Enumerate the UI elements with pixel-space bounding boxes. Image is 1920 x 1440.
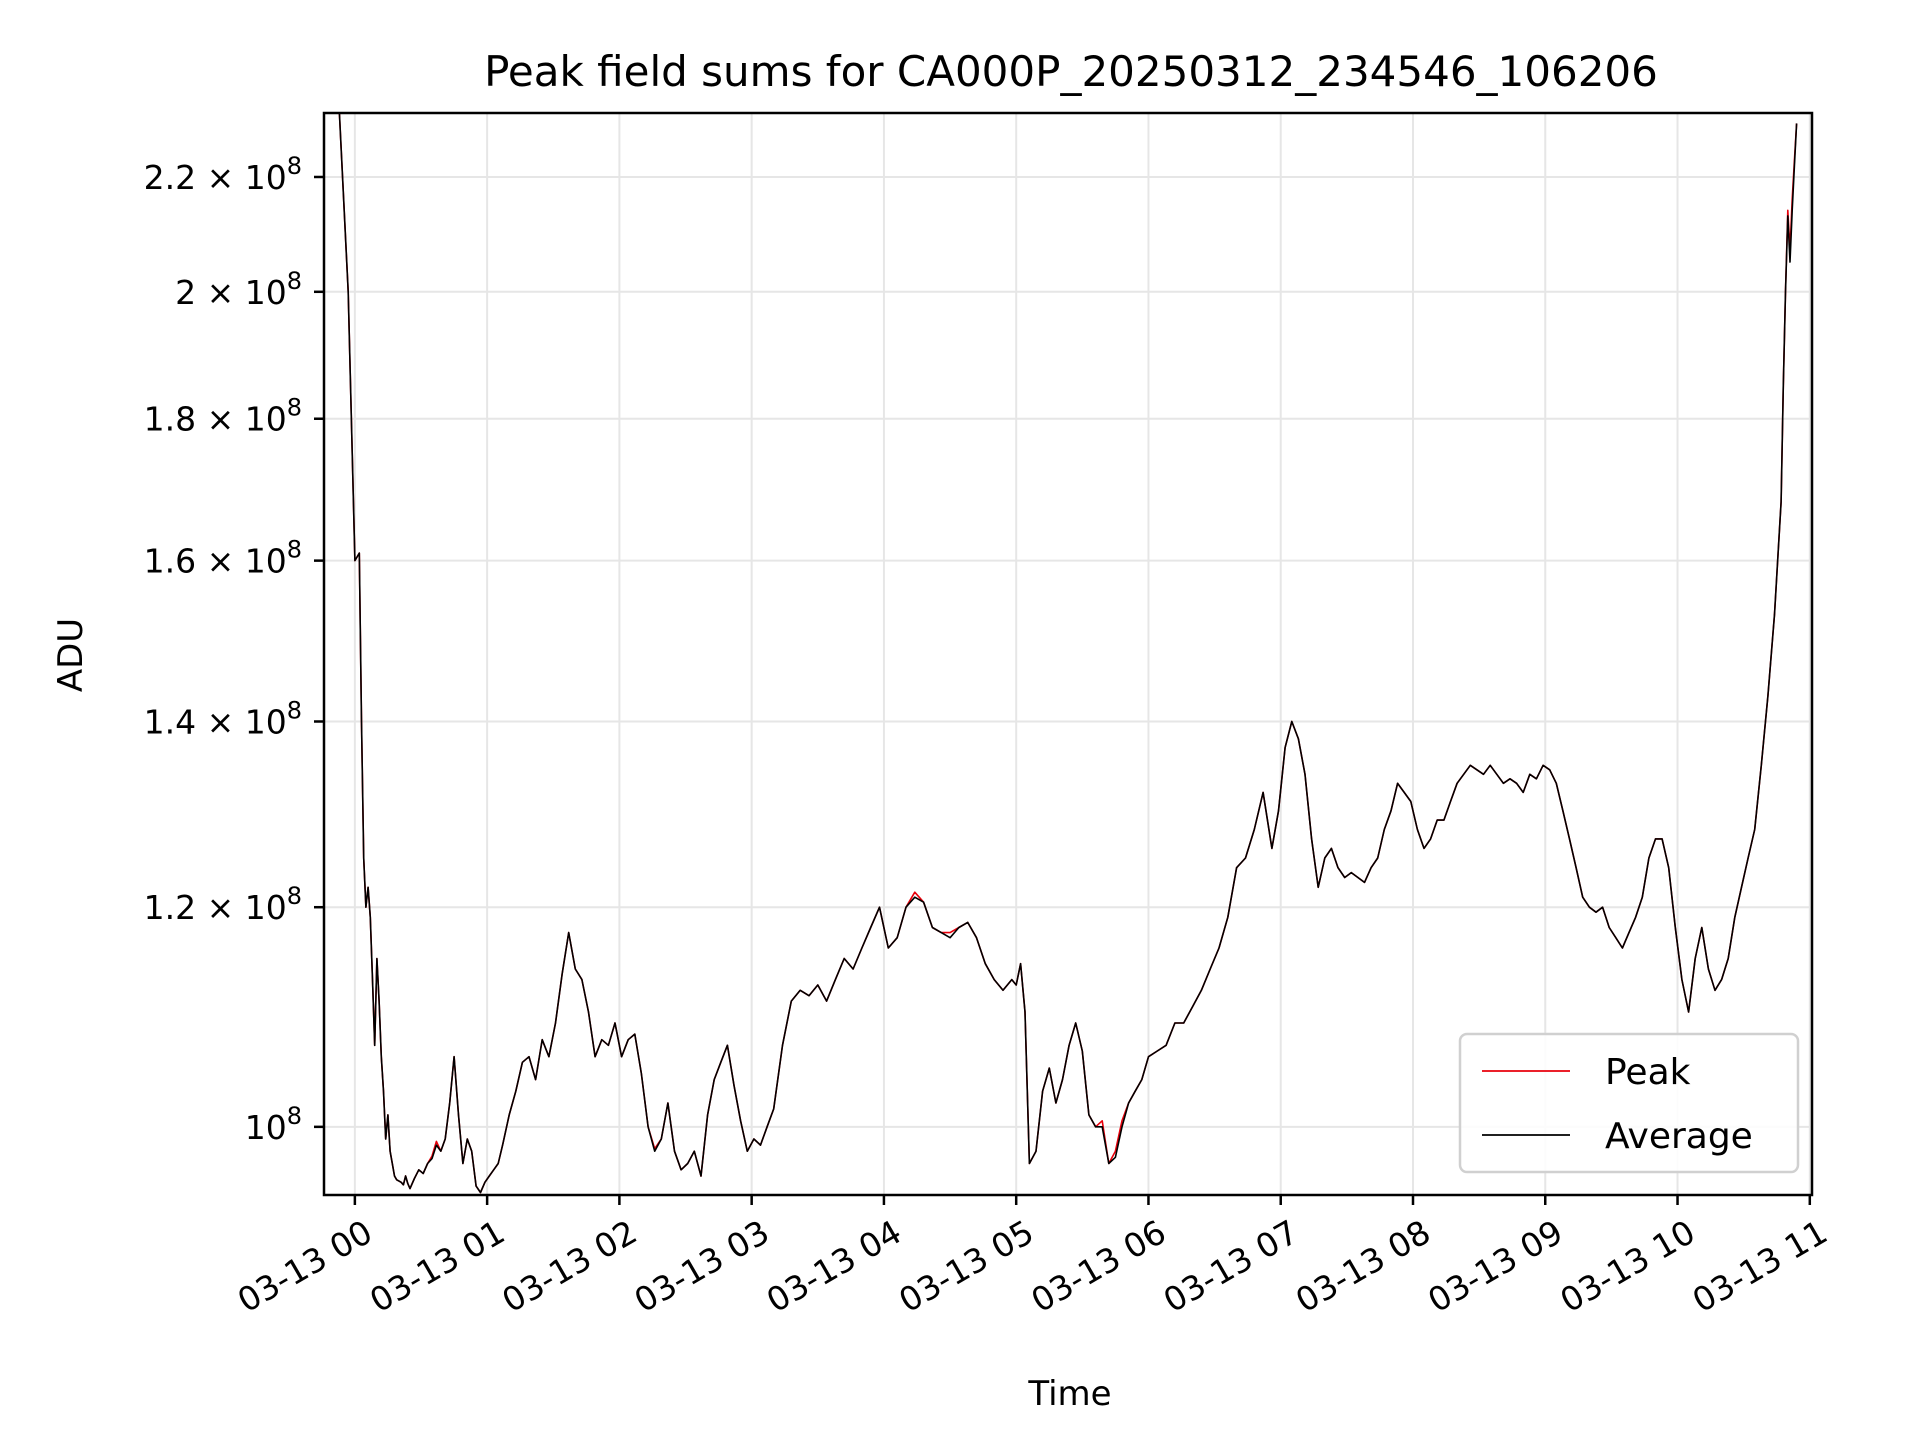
y-tick-exponent: 8 [287, 394, 302, 422]
y-tick-base: 10 [245, 702, 287, 741]
y-tick-label: 1.2 × 108 [144, 882, 302, 927]
y-tick-exponent: 8 [287, 696, 302, 724]
y-tick-mantissa: 1.8 [144, 400, 196, 439]
y-tick-base: 10 [245, 158, 287, 197]
y-tick-label: 108 [245, 1102, 302, 1147]
y-tick-exponent: 8 [287, 882, 302, 910]
x-axis-label: Time [1027, 1374, 1111, 1414]
legend-label-average: Average [1605, 1116, 1753, 1157]
y-tick-label: 1.6 × 108 [144, 536, 302, 581]
y-tick-base: 10 [245, 273, 287, 312]
y-tick-mantissa: 1.6 [144, 542, 196, 581]
y-tick-base: 10 [245, 1108, 287, 1147]
y-tick-mantissa: 1.4 [144, 702, 196, 741]
plot-area [324, 113, 1798, 1194]
y-tick-base: 10 [245, 888, 287, 927]
y-tick-base: 10 [245, 400, 287, 439]
y-tick-mantissa: 1.2 [144, 888, 196, 927]
y-tick-times: × [196, 273, 245, 312]
chart-title: Peak field sums for CA000P_20250312_2345… [484, 47, 1658, 96]
y-tick-label: 1.4 × 108 [144, 696, 302, 741]
y-tick-times: × [196, 400, 245, 439]
y-tick-times: × [196, 702, 245, 741]
y-tick-mantissa: 2.2 [144, 158, 196, 197]
legend-label-peak: Peak [1605, 1052, 1691, 1093]
legend: Peak Average [1458, 1032, 1800, 1174]
y-tick-exponent: 8 [287, 152, 302, 180]
y-tick-times: × [196, 542, 245, 581]
y-tick-times: × [196, 158, 245, 197]
series-line-average [324, 113, 1798, 1194]
plot-frame [322, 111, 1814, 1197]
y-tick-exponent: 8 [287, 536, 302, 564]
y-axis-label: ADU [51, 618, 91, 692]
y-tick-label: 2 × 108 [175, 267, 302, 312]
grid-lines [324, 113, 1812, 1195]
y-tick-label: 1.8 × 108 [144, 394, 302, 439]
legend-box [1458, 1032, 1800, 1174]
y-tick-mantissa: 2 [175, 273, 196, 312]
y-tick-label: 2.2 × 108 [144, 152, 302, 197]
y-tick-exponent: 8 [287, 267, 302, 295]
y-tick-exponent: 8 [287, 1102, 302, 1130]
y-tick-times: × [196, 888, 245, 927]
y-tick-base: 10 [245, 542, 287, 581]
